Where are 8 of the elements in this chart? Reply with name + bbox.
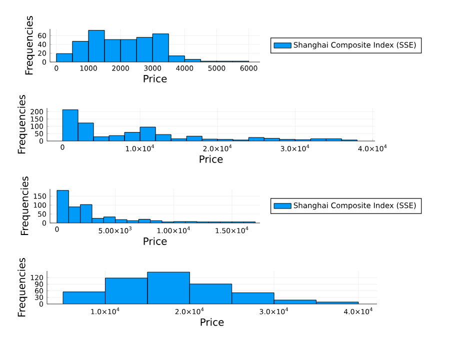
y-axis-title: Frequencies	[20, 176, 30, 235]
y-axis-title: Frequencies	[18, 258, 28, 316]
y-axis-title: Frequencies	[18, 95, 28, 154]
x-axis-title: Price	[144, 237, 167, 245]
x-axis-title: Price	[144, 74, 167, 82]
x-axis-title: Price	[200, 318, 224, 326]
y-axis-title: Frequencies	[25, 16, 35, 74]
x-axis-title: Price	[200, 155, 223, 163]
